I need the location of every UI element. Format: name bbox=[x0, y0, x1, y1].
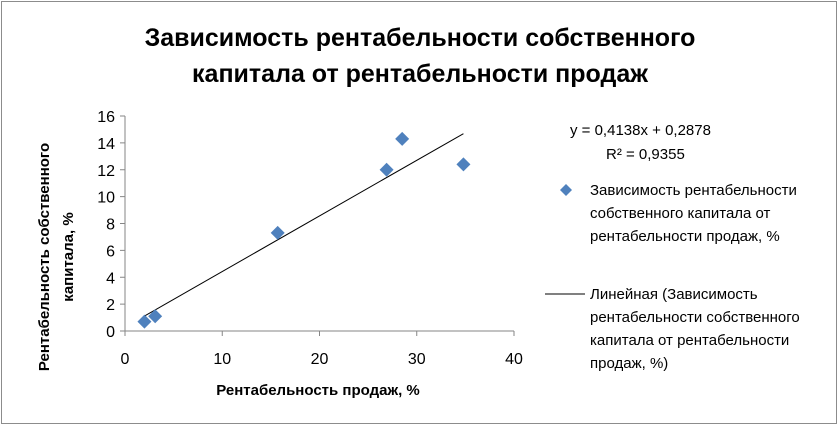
x-tick-label: 0 bbox=[121, 351, 130, 368]
x-tick-label: 10 bbox=[213, 351, 231, 368]
legend-trend-label-line-3: капитала от рентабельности bbox=[590, 332, 789, 349]
legend-entry-points: Зависимость рентабельности собственного … bbox=[560, 182, 797, 245]
y-tick-label: 4 bbox=[106, 270, 115, 287]
legend-entry-trendline: Линейная (Зависимость рентабельности соб… bbox=[545, 286, 800, 372]
legend-trend-label-line-2: рентабельности собственного bbox=[590, 309, 800, 326]
x-axis-title: Рентабельность продаж, % bbox=[216, 382, 420, 399]
x-tick-label: 40 bbox=[505, 351, 523, 368]
trendline-equation: y = 0,4138x + 0,2878 bbox=[570, 122, 711, 139]
legend-trend-label-line-4: продаж, %) bbox=[590, 355, 668, 372]
x-tick-label: 20 bbox=[311, 351, 329, 368]
y-tick-label: 8 bbox=[106, 217, 115, 234]
data-point-6 bbox=[456, 157, 471, 172]
y-tick-label: 12 bbox=[97, 163, 115, 180]
legend: Зависимость рентабельности собственного … bbox=[545, 182, 800, 372]
y-tick-label: 0 bbox=[106, 324, 115, 341]
legend-trend-label-line-1: Линейная (Зависимость bbox=[590, 286, 758, 303]
data-point-3 bbox=[270, 225, 285, 240]
chart-title-line-1: Зависимость рентабельности собственного bbox=[145, 24, 696, 52]
trendline bbox=[144, 133, 464, 317]
chart-title-line-2: капитала от рентабельности продаж bbox=[192, 60, 648, 88]
data-point-1 bbox=[137, 314, 152, 329]
data-point-2 bbox=[148, 309, 163, 324]
y-tick-label: 16 bbox=[97, 109, 115, 126]
trendline-layer bbox=[144, 133, 464, 317]
y-tick-label: 2 bbox=[106, 297, 115, 314]
y-tick-label: 14 bbox=[97, 136, 115, 153]
legend-points-label-line-3: рентабельности продаж, % bbox=[590, 228, 780, 245]
legend-points-label-line-2: собственного капитала от bbox=[590, 205, 771, 222]
y-tick-label: 10 bbox=[97, 190, 115, 207]
data-point-5 bbox=[395, 131, 410, 146]
legend-points-label-line-1: Зависимость рентабельности bbox=[590, 182, 797, 199]
axis-ticks: 0 2 4 6 8 10 12 14 16 0 10 20 30 40 bbox=[97, 109, 523, 368]
y-axis-title-line-2: капитала, % bbox=[60, 212, 77, 301]
trendline-r-squared: R² = 0,9355 bbox=[606, 146, 685, 163]
x-tick-label: 30 bbox=[408, 351, 426, 368]
y-axis-title-line-1: Рентабельность собственного bbox=[36, 143, 53, 371]
data-point-4 bbox=[379, 162, 394, 177]
legend-diamond-marker bbox=[560, 184, 572, 196]
points-layer bbox=[137, 131, 471, 329]
y-tick-label: 6 bbox=[106, 243, 115, 260]
